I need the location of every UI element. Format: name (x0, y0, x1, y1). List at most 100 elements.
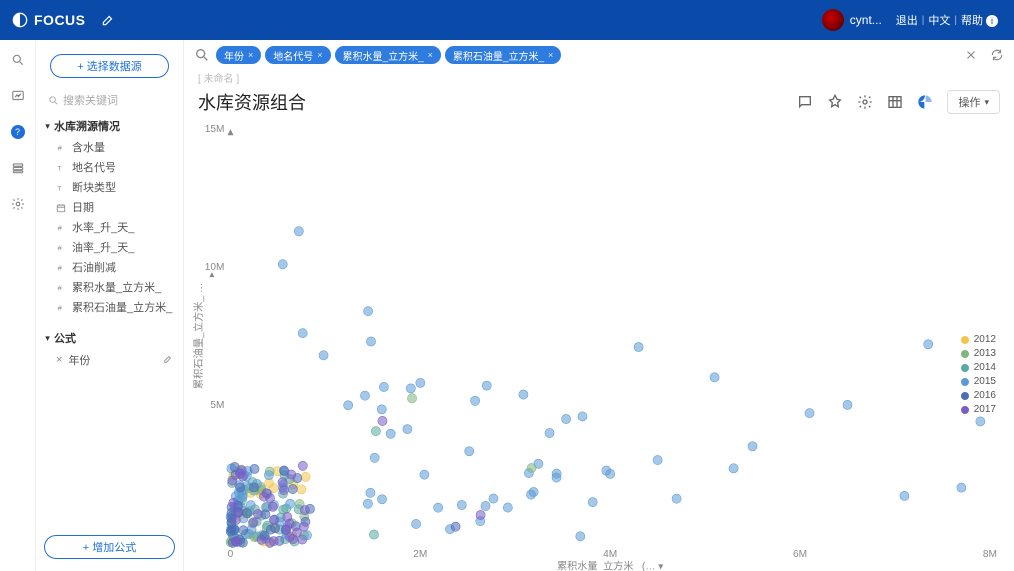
formula-header[interactable]: 公式 (42, 324, 177, 350)
legend-row[interactable]: 2014 (961, 361, 996, 375)
query-chip[interactable]: 地名代号 × (265, 46, 330, 64)
chip-close-icon[interactable]: × (428, 50, 433, 60)
svg-text:6M: 6M (793, 549, 807, 560)
pin-icon[interactable] (825, 92, 845, 112)
field-label: 含水量 (72, 140, 105, 156)
nav-rail: ? (0, 40, 36, 571)
scatter-chart[interactable]: 5M10M15M02M4M6M8M累积水量_立方米_ (… ▾累积石油量_立方米… (190, 123, 1000, 571)
field-item[interactable]: # 石油削减 (42, 258, 177, 278)
comment-icon[interactable] (795, 92, 815, 112)
page-title: 水库资源组合 (198, 89, 306, 115)
rail-db-icon[interactable] (8, 158, 28, 178)
field-item[interactable]: #累积石油量_立方米_ (42, 298, 177, 318)
query-bar: 年份× 地名代号 × 累积水量_立方米_ × 累积石油量_立方米_ × (184, 40, 1014, 70)
field-label: 地名代号 (72, 160, 116, 176)
rail-active-icon[interactable]: ? (8, 122, 28, 142)
legend-row[interactable]: 2013 (961, 347, 996, 361)
remove-icon[interactable]: × (56, 354, 62, 366)
refresh-icon[interactable] (990, 48, 1004, 62)
help-link[interactable]: 帮助i (961, 12, 998, 28)
field-type-icon: # (56, 302, 68, 314)
lang-link[interactable]: 中文 (928, 12, 950, 28)
breadcrumb: [ 未命名 ] (184, 70, 1014, 85)
select-datasource-button[interactable]: + 选择数据源 (50, 54, 169, 78)
query-chip[interactable]: 累积石油量_立方米_ × (445, 46, 561, 64)
legend-label: 2015 (974, 375, 996, 389)
formula-item[interactable]: × 年份 (42, 350, 177, 370)
svg-text:▸: ▸ (206, 272, 217, 277)
field-item[interactable]: #水率_升_天_ (42, 218, 177, 238)
topbar: FOCUS cynt... 退出 | 中文 | 帮助i (0, 0, 1014, 40)
field-label: 日期 (72, 200, 94, 216)
field-type-icon: # (56, 142, 68, 154)
field-item[interactable]: T 地名代号 (42, 158, 177, 178)
field-item[interactable]: #累积水量_立方米_ (42, 278, 177, 298)
chip-label: 累积水量_立方米_ (343, 48, 424, 63)
add-formula-button[interactable]: + 增加公式 (44, 535, 175, 559)
chip-close-icon[interactable]: × (317, 50, 322, 60)
legend-row[interactable]: 2015 (961, 375, 996, 389)
chip-close-icon[interactable]: × (548, 50, 553, 60)
rail-chart-icon[interactable] (8, 86, 28, 106)
brand-logo[interactable]: FOCUS (12, 12, 86, 28)
field-type-icon: # (56, 242, 68, 254)
sidebar-search[interactable]: 搜索关键词 (42, 88, 177, 112)
svg-text:#: # (58, 304, 63, 313)
legend-row[interactable]: 2017 (961, 403, 996, 417)
svg-text:#: # (58, 264, 63, 273)
svg-text:#: # (58, 284, 63, 293)
dataset-header[interactable]: 水库溯源情况 (42, 112, 177, 138)
field-type-icon: # (56, 222, 68, 234)
legend-swatch (961, 350, 969, 358)
legend-swatch (961, 336, 969, 344)
field-type-icon: # (56, 262, 68, 274)
svg-text:T: T (57, 186, 61, 193)
title-row: 水库资源组合 操作 (184, 85, 1014, 123)
formula-edit-icon[interactable] (163, 354, 173, 367)
field-type-icon: T (56, 162, 68, 174)
field-item[interactable]: #油率_升_天_ (42, 238, 177, 258)
legend-label: 2013 (974, 347, 996, 361)
table-icon[interactable] (885, 92, 905, 112)
logout-link[interactable]: 退出 (896, 12, 918, 28)
svg-text:累积石油量_立方米_ …: 累积石油量_立方米_ … (192, 283, 205, 389)
formula-item-label: 年份 (68, 352, 90, 368)
rail-search-icon[interactable] (8, 50, 28, 70)
field-item[interactable]: # 含水量 (42, 138, 177, 158)
logo-icon (12, 12, 28, 28)
main: 年份× 地名代号 × 累积水量_立方米_ × 累积石油量_立方米_ × [ 未命名 ] 水库… (184, 40, 1014, 571)
legend-row[interactable]: 2016 (961, 389, 996, 403)
brand-text: FOCUS (34, 12, 86, 28)
legend: 201220132014201520162017 (961, 333, 996, 417)
help-badge-icon: i (986, 15, 998, 27)
query-chips: 年份× 地名代号 × 累积水量_立方米_ × 累积石油量_立方米_ × (216, 46, 561, 64)
field-label: 石油削减 (72, 260, 116, 276)
field-item[interactable]: 日期 (42, 198, 177, 218)
svg-text:#: # (58, 224, 63, 233)
chip-label: 累积石油量_立方米_ (453, 48, 544, 63)
avatar[interactable] (822, 9, 844, 31)
legend-row[interactable]: 2012 (961, 333, 996, 347)
username[interactable]: cynt... (850, 13, 882, 27)
field-label: 断块类型 (72, 180, 116, 196)
legend-swatch (961, 364, 969, 372)
query-search-icon[interactable] (194, 47, 210, 63)
edit-icon[interactable] (98, 10, 118, 30)
ops-button[interactable]: 操作 (947, 90, 1000, 114)
chart-type-icon[interactable] (915, 92, 935, 112)
svg-text:8M: 8M (983, 549, 997, 560)
svg-text:#: # (58, 244, 63, 253)
field-item[interactable]: T 断块类型 (42, 178, 177, 198)
svg-text:0: 0 (228, 549, 234, 560)
svg-text:10M: 10M (205, 262, 225, 273)
query-chip[interactable]: 年份× (216, 46, 261, 64)
query-chip[interactable]: 累积水量_立方米_ × (335, 46, 441, 64)
sidebar: + 选择数据源 搜索关键词 水库溯源情况 # 含水量 T 地名代号 T 断块类型日期 #水率… (36, 40, 184, 571)
chip-label: 地名代号 (273, 48, 313, 63)
legend-label: 2016 (974, 389, 996, 403)
chip-close-icon[interactable]: × (248, 50, 253, 60)
rail-gear-icon[interactable] (8, 194, 28, 214)
search-icon (48, 95, 59, 106)
clear-icon[interactable] (964, 48, 978, 62)
gear-icon[interactable] (855, 92, 875, 112)
